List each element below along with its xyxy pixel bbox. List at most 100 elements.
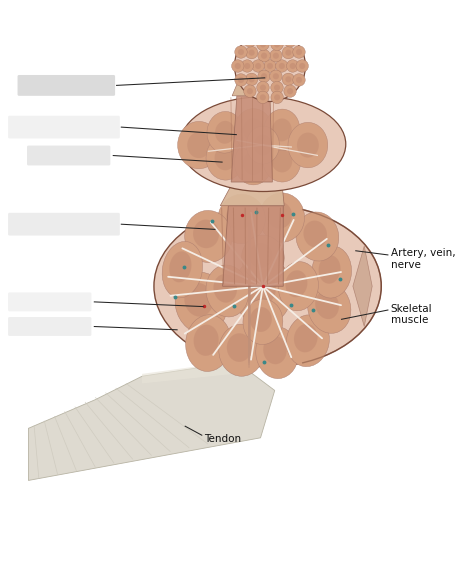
Ellipse shape	[272, 118, 292, 141]
FancyBboxPatch shape	[8, 317, 91, 336]
Ellipse shape	[180, 97, 346, 191]
Circle shape	[290, 63, 296, 69]
Ellipse shape	[243, 299, 283, 345]
Circle shape	[244, 63, 250, 69]
Circle shape	[260, 32, 266, 38]
Circle shape	[261, 73, 267, 79]
Ellipse shape	[263, 140, 301, 182]
Ellipse shape	[254, 135, 272, 155]
Ellipse shape	[244, 269, 276, 306]
Circle shape	[235, 46, 247, 58]
FancyBboxPatch shape	[8, 116, 120, 138]
Circle shape	[271, 91, 283, 104]
FancyBboxPatch shape	[27, 146, 110, 166]
Ellipse shape	[206, 137, 244, 180]
Ellipse shape	[185, 211, 232, 262]
Circle shape	[235, 63, 241, 69]
Ellipse shape	[215, 121, 235, 144]
Circle shape	[257, 82, 269, 94]
Circle shape	[274, 32, 280, 38]
Ellipse shape	[193, 325, 219, 356]
Ellipse shape	[227, 333, 252, 362]
FancyBboxPatch shape	[8, 213, 120, 235]
Text: Skeletal
muscle: Skeletal muscle	[391, 304, 432, 325]
Circle shape	[257, 38, 269, 51]
Ellipse shape	[219, 324, 264, 376]
Ellipse shape	[235, 141, 273, 185]
FancyBboxPatch shape	[18, 75, 115, 96]
Ellipse shape	[215, 146, 236, 171]
Circle shape	[282, 73, 295, 86]
Circle shape	[246, 73, 258, 86]
Circle shape	[256, 28, 269, 41]
Ellipse shape	[311, 246, 352, 298]
Circle shape	[271, 28, 283, 41]
Ellipse shape	[243, 151, 264, 175]
Ellipse shape	[169, 251, 191, 282]
Circle shape	[247, 88, 253, 94]
Ellipse shape	[250, 307, 272, 332]
Circle shape	[274, 41, 280, 47]
Ellipse shape	[175, 272, 228, 333]
Ellipse shape	[206, 265, 249, 317]
Ellipse shape	[243, 118, 264, 142]
FancyBboxPatch shape	[8, 292, 91, 311]
Circle shape	[260, 84, 266, 91]
Circle shape	[256, 91, 269, 104]
Circle shape	[271, 38, 283, 51]
Ellipse shape	[242, 235, 284, 280]
Ellipse shape	[207, 111, 243, 153]
Circle shape	[258, 50, 270, 62]
Circle shape	[293, 74, 305, 86]
Ellipse shape	[297, 132, 319, 158]
Circle shape	[275, 60, 288, 72]
Ellipse shape	[193, 220, 219, 248]
Ellipse shape	[234, 257, 292, 325]
Circle shape	[241, 60, 254, 72]
Ellipse shape	[187, 132, 210, 158]
Circle shape	[244, 34, 256, 47]
Ellipse shape	[162, 242, 202, 298]
Circle shape	[273, 73, 279, 79]
Circle shape	[232, 60, 244, 72]
Circle shape	[248, 50, 255, 56]
Ellipse shape	[288, 122, 328, 168]
Circle shape	[270, 70, 282, 82]
Circle shape	[238, 77, 244, 83]
Text: Artery, vein,
nerve: Artery, vein, nerve	[391, 248, 456, 270]
Circle shape	[270, 50, 282, 62]
Ellipse shape	[259, 193, 305, 242]
Polygon shape	[223, 205, 283, 286]
Circle shape	[284, 85, 296, 97]
Circle shape	[296, 49, 302, 55]
Circle shape	[286, 60, 299, 72]
Ellipse shape	[226, 203, 252, 230]
Ellipse shape	[213, 274, 237, 303]
Circle shape	[246, 46, 258, 59]
Ellipse shape	[246, 126, 280, 164]
Circle shape	[271, 82, 283, 94]
Ellipse shape	[315, 291, 339, 319]
Polygon shape	[353, 246, 372, 327]
Circle shape	[285, 76, 292, 82]
Circle shape	[274, 84, 280, 91]
Polygon shape	[232, 84, 274, 96]
Circle shape	[274, 94, 280, 100]
Circle shape	[279, 63, 285, 69]
Ellipse shape	[235, 109, 273, 151]
Circle shape	[264, 60, 276, 72]
Text: Tendon: Tendon	[204, 434, 241, 444]
Circle shape	[238, 49, 244, 55]
Circle shape	[282, 46, 295, 59]
Polygon shape	[28, 362, 275, 480]
Circle shape	[284, 34, 296, 47]
Ellipse shape	[154, 205, 381, 367]
Circle shape	[299, 63, 305, 69]
Ellipse shape	[267, 202, 292, 229]
Circle shape	[235, 30, 306, 101]
Polygon shape	[231, 96, 273, 182]
Circle shape	[247, 38, 253, 44]
Circle shape	[235, 74, 247, 86]
Ellipse shape	[296, 212, 339, 261]
Ellipse shape	[249, 243, 273, 268]
